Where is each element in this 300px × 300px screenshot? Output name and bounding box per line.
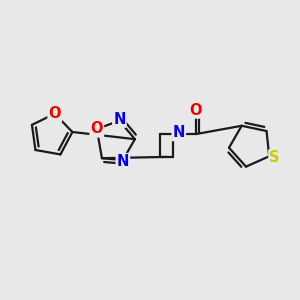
Text: O: O bbox=[91, 122, 103, 136]
Text: S: S bbox=[269, 150, 280, 165]
Text: O: O bbox=[190, 103, 202, 118]
Text: O: O bbox=[49, 106, 61, 121]
Text: N: N bbox=[117, 154, 129, 169]
Text: N: N bbox=[113, 112, 126, 127]
Text: N: N bbox=[172, 125, 185, 140]
